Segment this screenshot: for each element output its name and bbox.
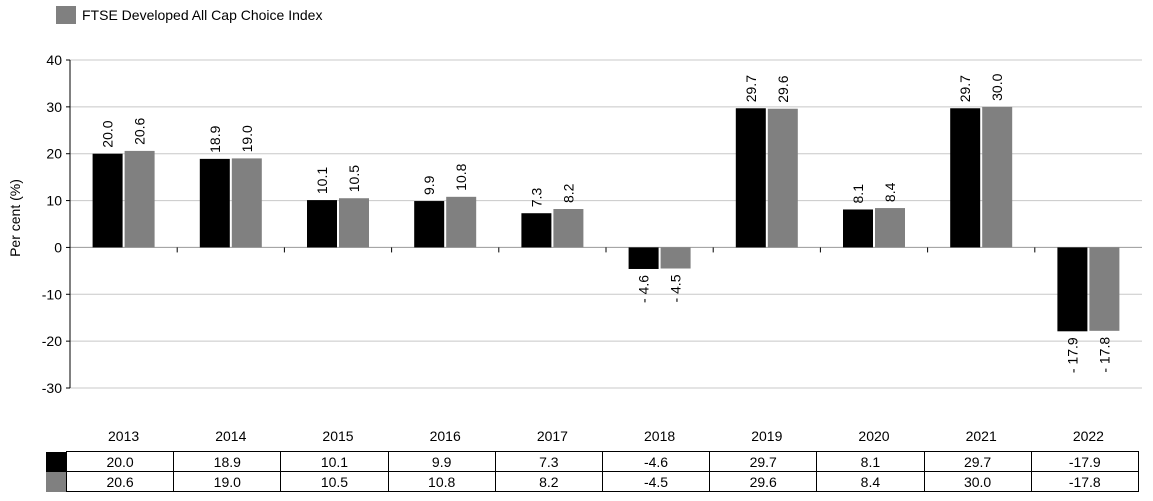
data-label: - 17.9	[1064, 337, 1080, 373]
table-cell: 29.7	[923, 451, 1032, 472]
series1-key	[46, 451, 67, 472]
table-cell: -17.8	[1030, 471, 1139, 492]
bar-series2	[124, 150, 155, 248]
x-tick-label: 2019	[751, 428, 782, 444]
y-tick-label: 10	[46, 193, 62, 209]
table-row: 20.0 18.9 10.1 9.9 7.3 -4.6 29.7 8.1 29.…	[46, 451, 1139, 472]
y-tick-label: -10	[42, 286, 62, 302]
table-cell: 8.4	[816, 471, 925, 492]
bar-series2	[875, 208, 905, 248]
bar-series2	[446, 196, 477, 248]
table-cell: 29.6	[709, 471, 818, 492]
data-label: - 4.5	[668, 274, 684, 302]
table-cell: 29.7	[709, 451, 818, 472]
table-cell: 10.8	[387, 471, 496, 492]
table-cell: 20.0	[65, 451, 175, 472]
data-label: 8.4	[882, 182, 898, 202]
table-cell: 18.9	[173, 451, 282, 472]
y-tick-label: 0	[54, 239, 62, 255]
table-cell: -17.9	[1030, 451, 1139, 472]
x-tick-label: 2013	[108, 428, 139, 444]
data-label: 20.6	[132, 117, 148, 144]
bar-series1	[735, 108, 766, 248]
table-row: 20.6 19.0 10.5 10.8 8.2 -4.5 29.6 8.4 30…	[46, 471, 1139, 492]
legend-swatch	[56, 6, 76, 24]
data-label: 10.5	[346, 165, 362, 192]
y-tick-label: 20	[46, 146, 62, 162]
x-tick-label: 2016	[430, 428, 461, 444]
x-tick-label: 2020	[858, 428, 889, 444]
table-cell: 10.1	[280, 451, 389, 472]
bar-series2	[982, 106, 1013, 248]
data-label: 10.8	[453, 163, 469, 190]
bar-series1	[414, 201, 445, 248]
y-tick-label: -20	[42, 333, 62, 349]
series2-key	[46, 471, 67, 492]
table-cell: -4.6	[601, 451, 711, 472]
data-label: 9.9	[421, 175, 437, 195]
bar-series1	[199, 158, 230, 248]
x-tick-label: 2017	[537, 428, 568, 444]
data-label: 18.9	[207, 125, 223, 152]
x-tick-label: 2015	[322, 428, 353, 444]
data-label: 29.7	[743, 75, 759, 102]
data-label: 8.1	[850, 184, 866, 204]
data-label: 29.6	[775, 75, 791, 102]
x-tick-label: 2014	[215, 428, 246, 444]
data-label: 20.0	[100, 120, 116, 147]
bar-series1	[628, 247, 659, 269]
data-label: 10.1	[314, 167, 330, 194]
data-label: 29.7	[957, 75, 973, 102]
table-cell: -4.5	[601, 471, 711, 492]
bar-series2	[767, 108, 798, 248]
table-cell: 30.0	[923, 471, 1032, 492]
legend: FTSE Developed All Cap Choice Index	[56, 6, 322, 24]
bar-series1	[843, 209, 873, 248]
table-cell: 8.1	[816, 451, 925, 472]
legend-label: FTSE Developed All Cap Choice Index	[82, 7, 323, 23]
bar-series1	[92, 153, 123, 248]
x-tick-label: 2021	[966, 428, 997, 444]
x-tick-label: 2022	[1073, 428, 1104, 444]
table-cell: 19.0	[173, 471, 282, 492]
bar-series2	[1089, 247, 1120, 331]
bar-series2	[339, 198, 369, 248]
x-tick-label: 2018	[644, 428, 675, 444]
bar-series1	[307, 200, 337, 248]
data-label: 7.3	[528, 188, 544, 208]
table-cell: 9.9	[387, 451, 496, 472]
bar-series2	[231, 158, 262, 248]
table-cell: 7.3	[494, 451, 603, 472]
data-label: - 17.8	[1096, 337, 1112, 373]
data-table: 20.0 18.9 10.1 9.9 7.3 -4.6 29.7 8.1 29.…	[46, 451, 1139, 492]
data-label: 30.0	[989, 73, 1005, 100]
data-label: - 4.6	[636, 275, 652, 303]
data-label: 19.0	[239, 125, 255, 152]
bar-series1	[950, 108, 981, 248]
y-tick-label: 30	[46, 99, 62, 115]
table-cell: 8.2	[494, 471, 603, 492]
bar-series2	[660, 247, 691, 269]
y-tick-label: 40	[46, 52, 62, 68]
bar-series1	[521, 213, 552, 248]
y-tick-label: -30	[42, 380, 62, 396]
data-label: 8.2	[560, 183, 576, 203]
table-cell: 10.5	[280, 471, 389, 492]
bar-series1	[1057, 247, 1088, 332]
table-cell: 20.6	[65, 471, 175, 492]
bar-series2	[553, 209, 584, 248]
